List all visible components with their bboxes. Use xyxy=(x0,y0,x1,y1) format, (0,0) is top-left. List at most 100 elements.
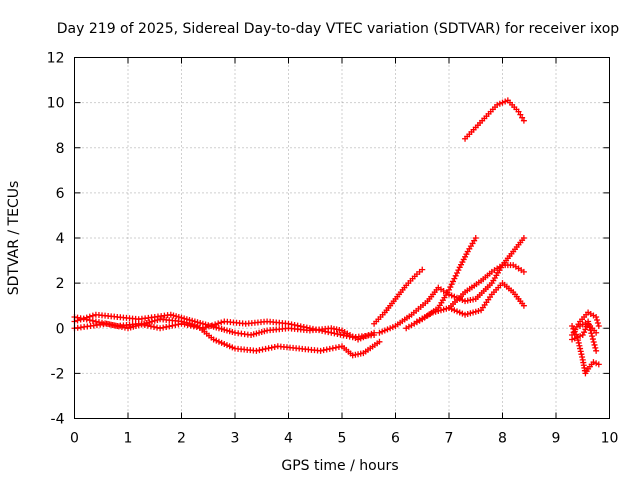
x-tick-label: 7 xyxy=(445,431,454,447)
data-point xyxy=(593,347,600,354)
data-point xyxy=(587,327,594,334)
data-point xyxy=(250,331,257,338)
data-point xyxy=(592,344,599,351)
data-point xyxy=(146,319,153,326)
data-point xyxy=(213,337,220,344)
data-point xyxy=(209,322,216,329)
data-point xyxy=(575,337,582,344)
data-point xyxy=(256,329,263,336)
data-point xyxy=(387,325,394,332)
data-point xyxy=(125,325,131,332)
data-point xyxy=(569,336,576,343)
data-point xyxy=(590,359,597,366)
data-point xyxy=(459,297,466,304)
data-point xyxy=(384,326,391,333)
data-point xyxy=(593,360,600,367)
data-point xyxy=(515,108,522,115)
data-point xyxy=(494,101,501,108)
series-track-g xyxy=(413,280,527,325)
data-point xyxy=(589,333,596,340)
data-point xyxy=(429,309,436,316)
data-point xyxy=(446,286,452,293)
axis-ticks xyxy=(74,57,610,419)
data-point xyxy=(496,100,503,107)
x-tick-label: 2 xyxy=(177,431,186,447)
data-point xyxy=(459,310,466,317)
data-point xyxy=(578,351,585,358)
data-point xyxy=(376,338,383,345)
data-point xyxy=(221,341,228,348)
data-point xyxy=(577,348,584,355)
data-point xyxy=(502,98,509,105)
data-point xyxy=(472,235,479,241)
data-point xyxy=(569,322,576,329)
data-point xyxy=(467,310,474,317)
data-point xyxy=(464,310,471,317)
data-point xyxy=(261,328,268,335)
y-tick-label: 12 xyxy=(47,51,65,67)
series-track-i xyxy=(462,97,527,142)
data-point xyxy=(470,309,477,316)
x-tick-label: 6 xyxy=(391,431,400,447)
x-tick-label: 4 xyxy=(284,431,293,447)
data-point xyxy=(454,269,461,276)
data-point xyxy=(577,345,584,352)
data-point xyxy=(451,293,458,300)
data-point xyxy=(151,317,158,324)
data-point xyxy=(206,323,213,330)
data-point xyxy=(226,343,233,350)
data-point xyxy=(229,329,236,336)
data-point xyxy=(229,344,236,351)
data-point xyxy=(450,278,457,285)
data-point xyxy=(218,339,225,346)
data-point xyxy=(577,333,584,340)
data-point xyxy=(440,306,447,313)
data-point xyxy=(451,307,458,314)
y-tick-label: 0 xyxy=(56,321,65,337)
data-point xyxy=(579,354,586,361)
series-track-c xyxy=(71,313,378,341)
data-point xyxy=(149,318,156,325)
data-point xyxy=(581,329,588,336)
x-tick-label: 1 xyxy=(124,431,133,447)
data-point xyxy=(576,342,583,349)
data-point xyxy=(571,335,578,342)
y-axis-label: SDTVAR / TECUs xyxy=(6,181,22,296)
data-point xyxy=(223,327,230,334)
data-point xyxy=(595,361,602,368)
data-point xyxy=(590,339,597,346)
plot-frame xyxy=(74,57,610,419)
data-point xyxy=(594,319,601,326)
data-point xyxy=(226,328,233,335)
data-point xyxy=(435,307,442,314)
grid-lines xyxy=(74,57,610,419)
data-point xyxy=(379,328,386,335)
data-point xyxy=(371,332,378,339)
data-point xyxy=(447,284,454,291)
x-tick-labels: 0 1 2 3 4 5 6 7 8 9 10 xyxy=(70,431,618,447)
y-tick-label: 6 xyxy=(56,186,65,202)
data-point xyxy=(248,332,255,339)
y-tick-label: 4 xyxy=(56,231,65,247)
data-point xyxy=(456,295,463,302)
series-track-d xyxy=(371,266,426,327)
data-point xyxy=(212,321,219,328)
series-track-j xyxy=(569,322,602,377)
data-point xyxy=(585,321,592,328)
data-point xyxy=(575,339,582,346)
x-tick-label: 9 xyxy=(552,431,561,447)
data-point xyxy=(154,316,161,323)
data-point xyxy=(127,324,134,331)
data-point xyxy=(586,324,593,331)
data-point xyxy=(432,308,439,315)
data-point xyxy=(452,272,459,279)
data-point xyxy=(381,327,388,334)
data-point xyxy=(223,342,230,349)
data-point xyxy=(170,312,177,319)
y-tick-label: -2 xyxy=(51,366,65,382)
data-point xyxy=(594,316,601,323)
data-point xyxy=(499,99,506,106)
data-point xyxy=(213,324,220,331)
data-point xyxy=(167,311,174,318)
